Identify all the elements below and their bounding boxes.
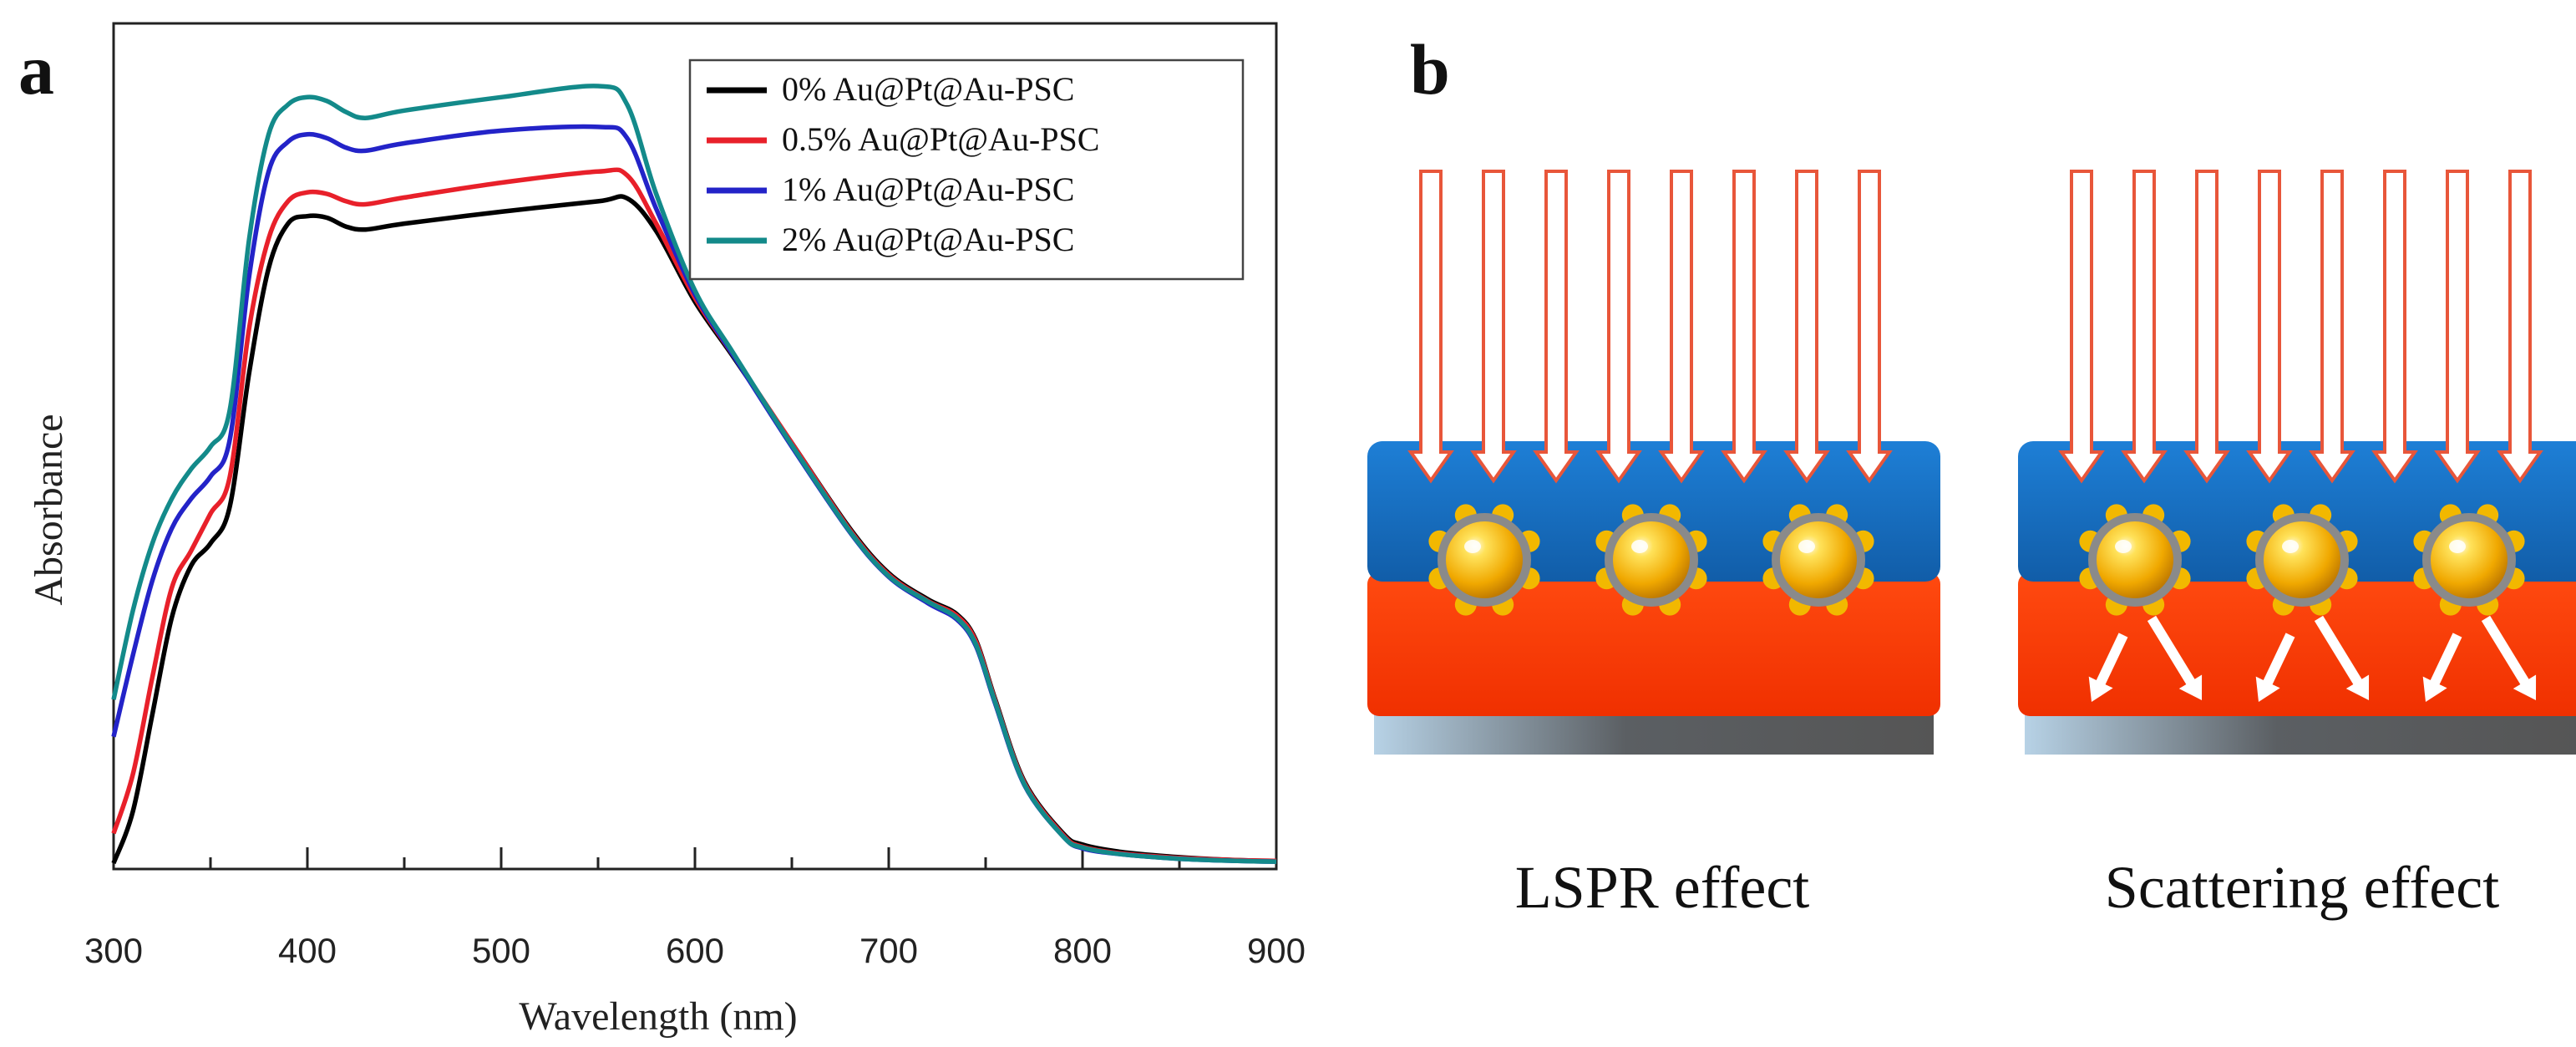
absorbance-chart: 300 400 500 600 700 800 900 Wavelength (nm) Ab… [27,22,1306,1039]
x-tick-label: 300 [84,931,143,970]
x-axis-ticks [209,847,1181,869]
scattered-light-arrow [2088,633,2128,703]
incident-light-arrow [1595,170,1642,484]
panel-b-label: b [1410,29,1450,109]
nanoparticle [2079,504,2191,616]
incident-light-arrow [1721,170,1767,484]
incident-light-arrow [2183,170,2230,484]
x-tick-label: 800 [1053,931,1112,970]
nanoparticle [2413,504,2525,616]
incident-light-arrow [2434,170,2481,484]
nanoparticle [2246,504,2358,616]
x-tick-label: 900 [1247,931,1306,970]
x-axis-title: Wavelength (nm) [519,994,797,1039]
caption-scattering: Scattering effect [2105,854,2499,921]
series-lines [111,84,1277,864]
incident-light-arrow [2497,170,2543,484]
legend-label: 0.5% Au@Pt@Au-PSC [782,120,1099,158]
chart-legend: 0% Au@Pt@Au-PSC 0.5% Au@Pt@Au-PSC 1% Au@Pt… [688,58,1245,281]
nanoparticle [1595,504,1707,616]
nanoparticle [1428,504,1540,616]
x-tick-label: 700 [860,931,918,970]
x-tick-label: 400 [278,931,337,970]
scattered-light-arrow [2314,615,2370,701]
x-tick-label: 600 [666,931,724,970]
panel-a-label: a [18,29,54,109]
scattered-light-arrow [2422,633,2462,703]
scattered-light-arrow [2481,615,2537,701]
legend-label: 2% Au@Pt@Au-PSC [782,221,1074,258]
legend-label: 0% Au@Pt@Au-PSC [782,70,1074,108]
incident-light-arrow [2371,170,2418,484]
scattered-light-arrow [2147,615,2203,701]
incident-light-arrow [2058,170,2105,484]
incident-light-arrow [2121,170,2168,484]
incident-light-arrow [1783,170,1830,484]
incident-light-arrow [2246,170,2293,484]
incident-light-arrow [1533,170,1580,484]
incident-light-arrow [1470,170,1517,484]
incident-light-arrow [1407,170,1454,484]
y-axis-title: Absorbance [27,414,71,605]
series-line-4 [111,84,1277,864]
scattering-schematic [2018,170,2576,755]
x-axis-tick-labels: 300 400 500 600 700 800 900 [84,931,1306,970]
scattered-light-arrow [2255,633,2295,703]
incident-light-arrow [1658,170,1705,484]
lspr-schematic [1367,170,1940,755]
incident-light-arrow [2309,170,2355,484]
legend-box [688,58,1245,281]
legend-label: 1% Au@Pt@Au-PSC [782,170,1074,208]
caption-lspr: LSPR effect [1515,854,1810,921]
x-tick-label: 500 [472,931,530,970]
nanoparticle [1762,504,1874,616]
incident-light-arrow [1846,170,1893,484]
